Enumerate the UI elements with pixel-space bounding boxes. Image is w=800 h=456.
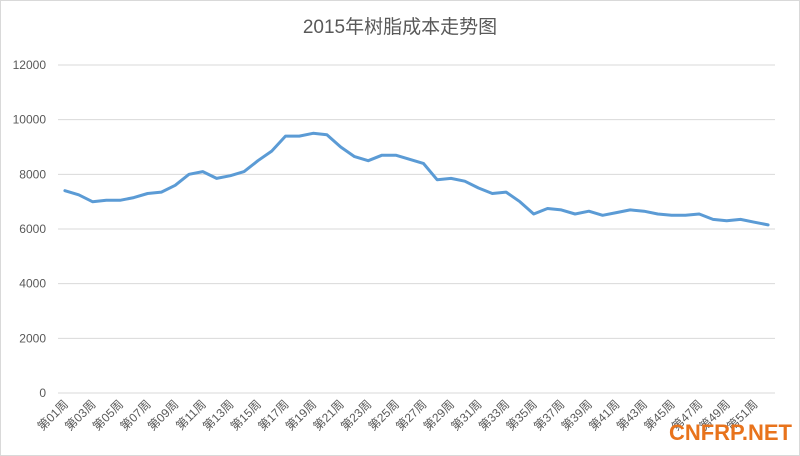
y-tick-label: 8000 — [19, 167, 46, 181]
y-tick-label: 10000 — [13, 113, 47, 127]
y-tick-label: 2000 — [19, 331, 46, 345]
y-tick-label: 0 — [39, 386, 46, 400]
y-tick-label: 12000 — [13, 58, 47, 72]
chart-title: 2015年树脂成本走势图 — [303, 16, 497, 38]
y-tick-label: 4000 — [19, 277, 46, 291]
y-tick-label: 6000 — [19, 222, 46, 236]
watermark: CNFRP.NET — [669, 420, 793, 445]
line-series — [63, 131, 770, 227]
